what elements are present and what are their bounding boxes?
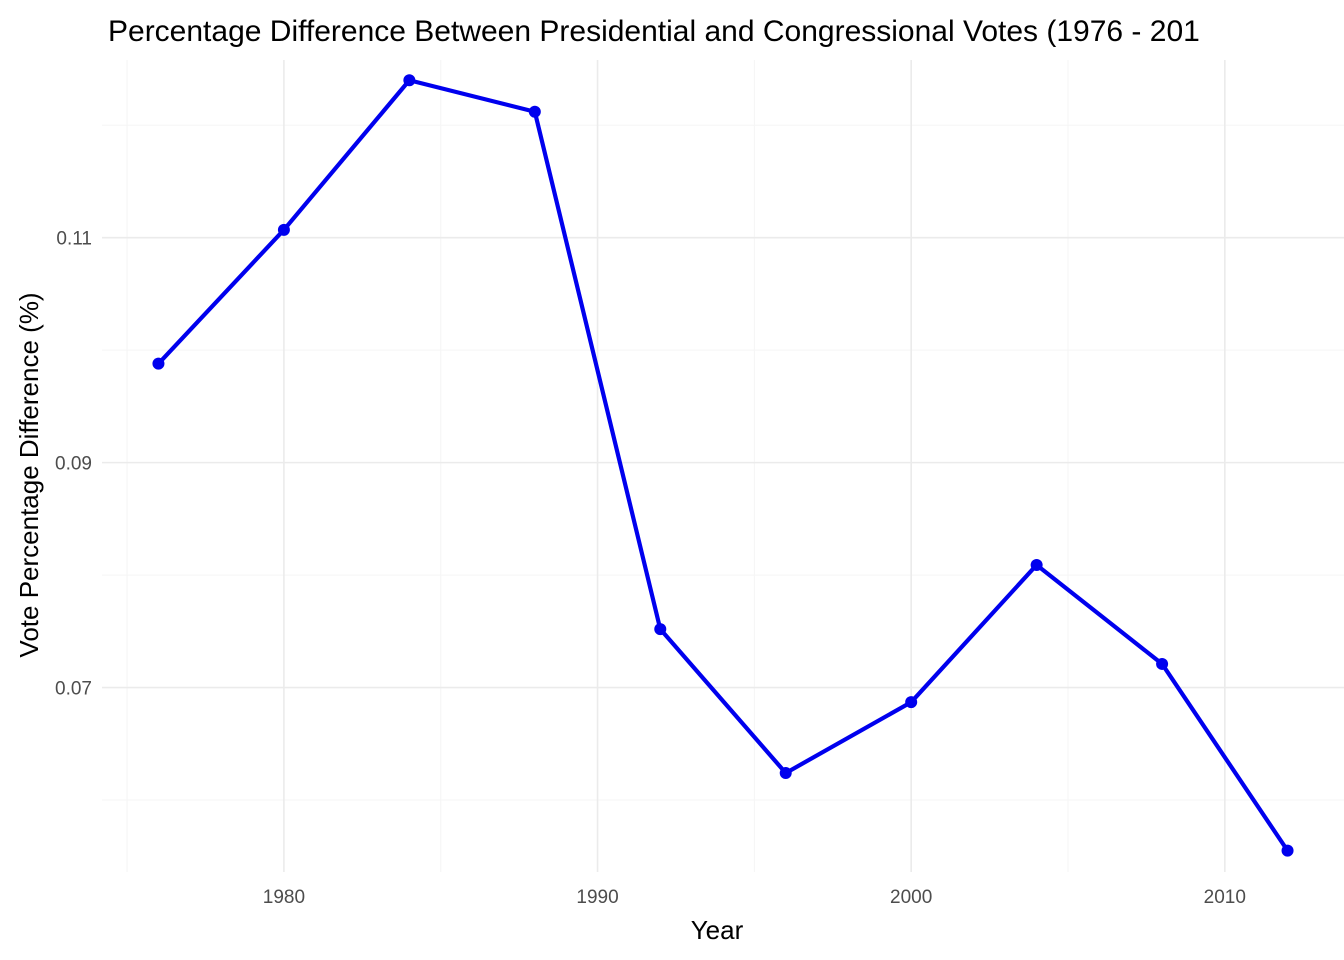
data-point <box>403 74 416 87</box>
x-axis-title: Year <box>691 915 744 945</box>
data-point <box>528 105 541 118</box>
y-axis-tick-labels: 0.07 0.09 0.11 <box>55 229 92 700</box>
data-point <box>1030 558 1043 571</box>
grid-lines <box>102 60 1344 872</box>
data-point <box>152 357 165 370</box>
data-point <box>779 767 792 780</box>
data-point <box>654 623 667 636</box>
data-point <box>905 696 918 709</box>
y-tick-label: 0.11 <box>56 229 92 250</box>
y-tick-label: 0.07 <box>55 679 92 700</box>
x-tick-label: 1980 <box>263 887 305 908</box>
x-axis-tick-labels: 1980 1990 2000 2010 <box>263 887 1246 908</box>
data-points <box>152 74 1294 857</box>
data-series <box>156 78 1290 853</box>
data-point <box>1281 844 1294 857</box>
y-axis-title: Vote Percentage Difference (%) <box>14 292 44 657</box>
series-line <box>156 78 1290 853</box>
y-tick-label: 0.09 <box>55 454 92 475</box>
x-tick-label: 2000 <box>890 887 932 908</box>
x-tick-label: 2010 <box>1204 887 1246 908</box>
data-point <box>1156 657 1169 670</box>
chart-title: Percentage Difference Between Presidenti… <box>108 15 1200 48</box>
x-tick-label: 1990 <box>576 887 618 908</box>
data-point <box>277 223 290 236</box>
